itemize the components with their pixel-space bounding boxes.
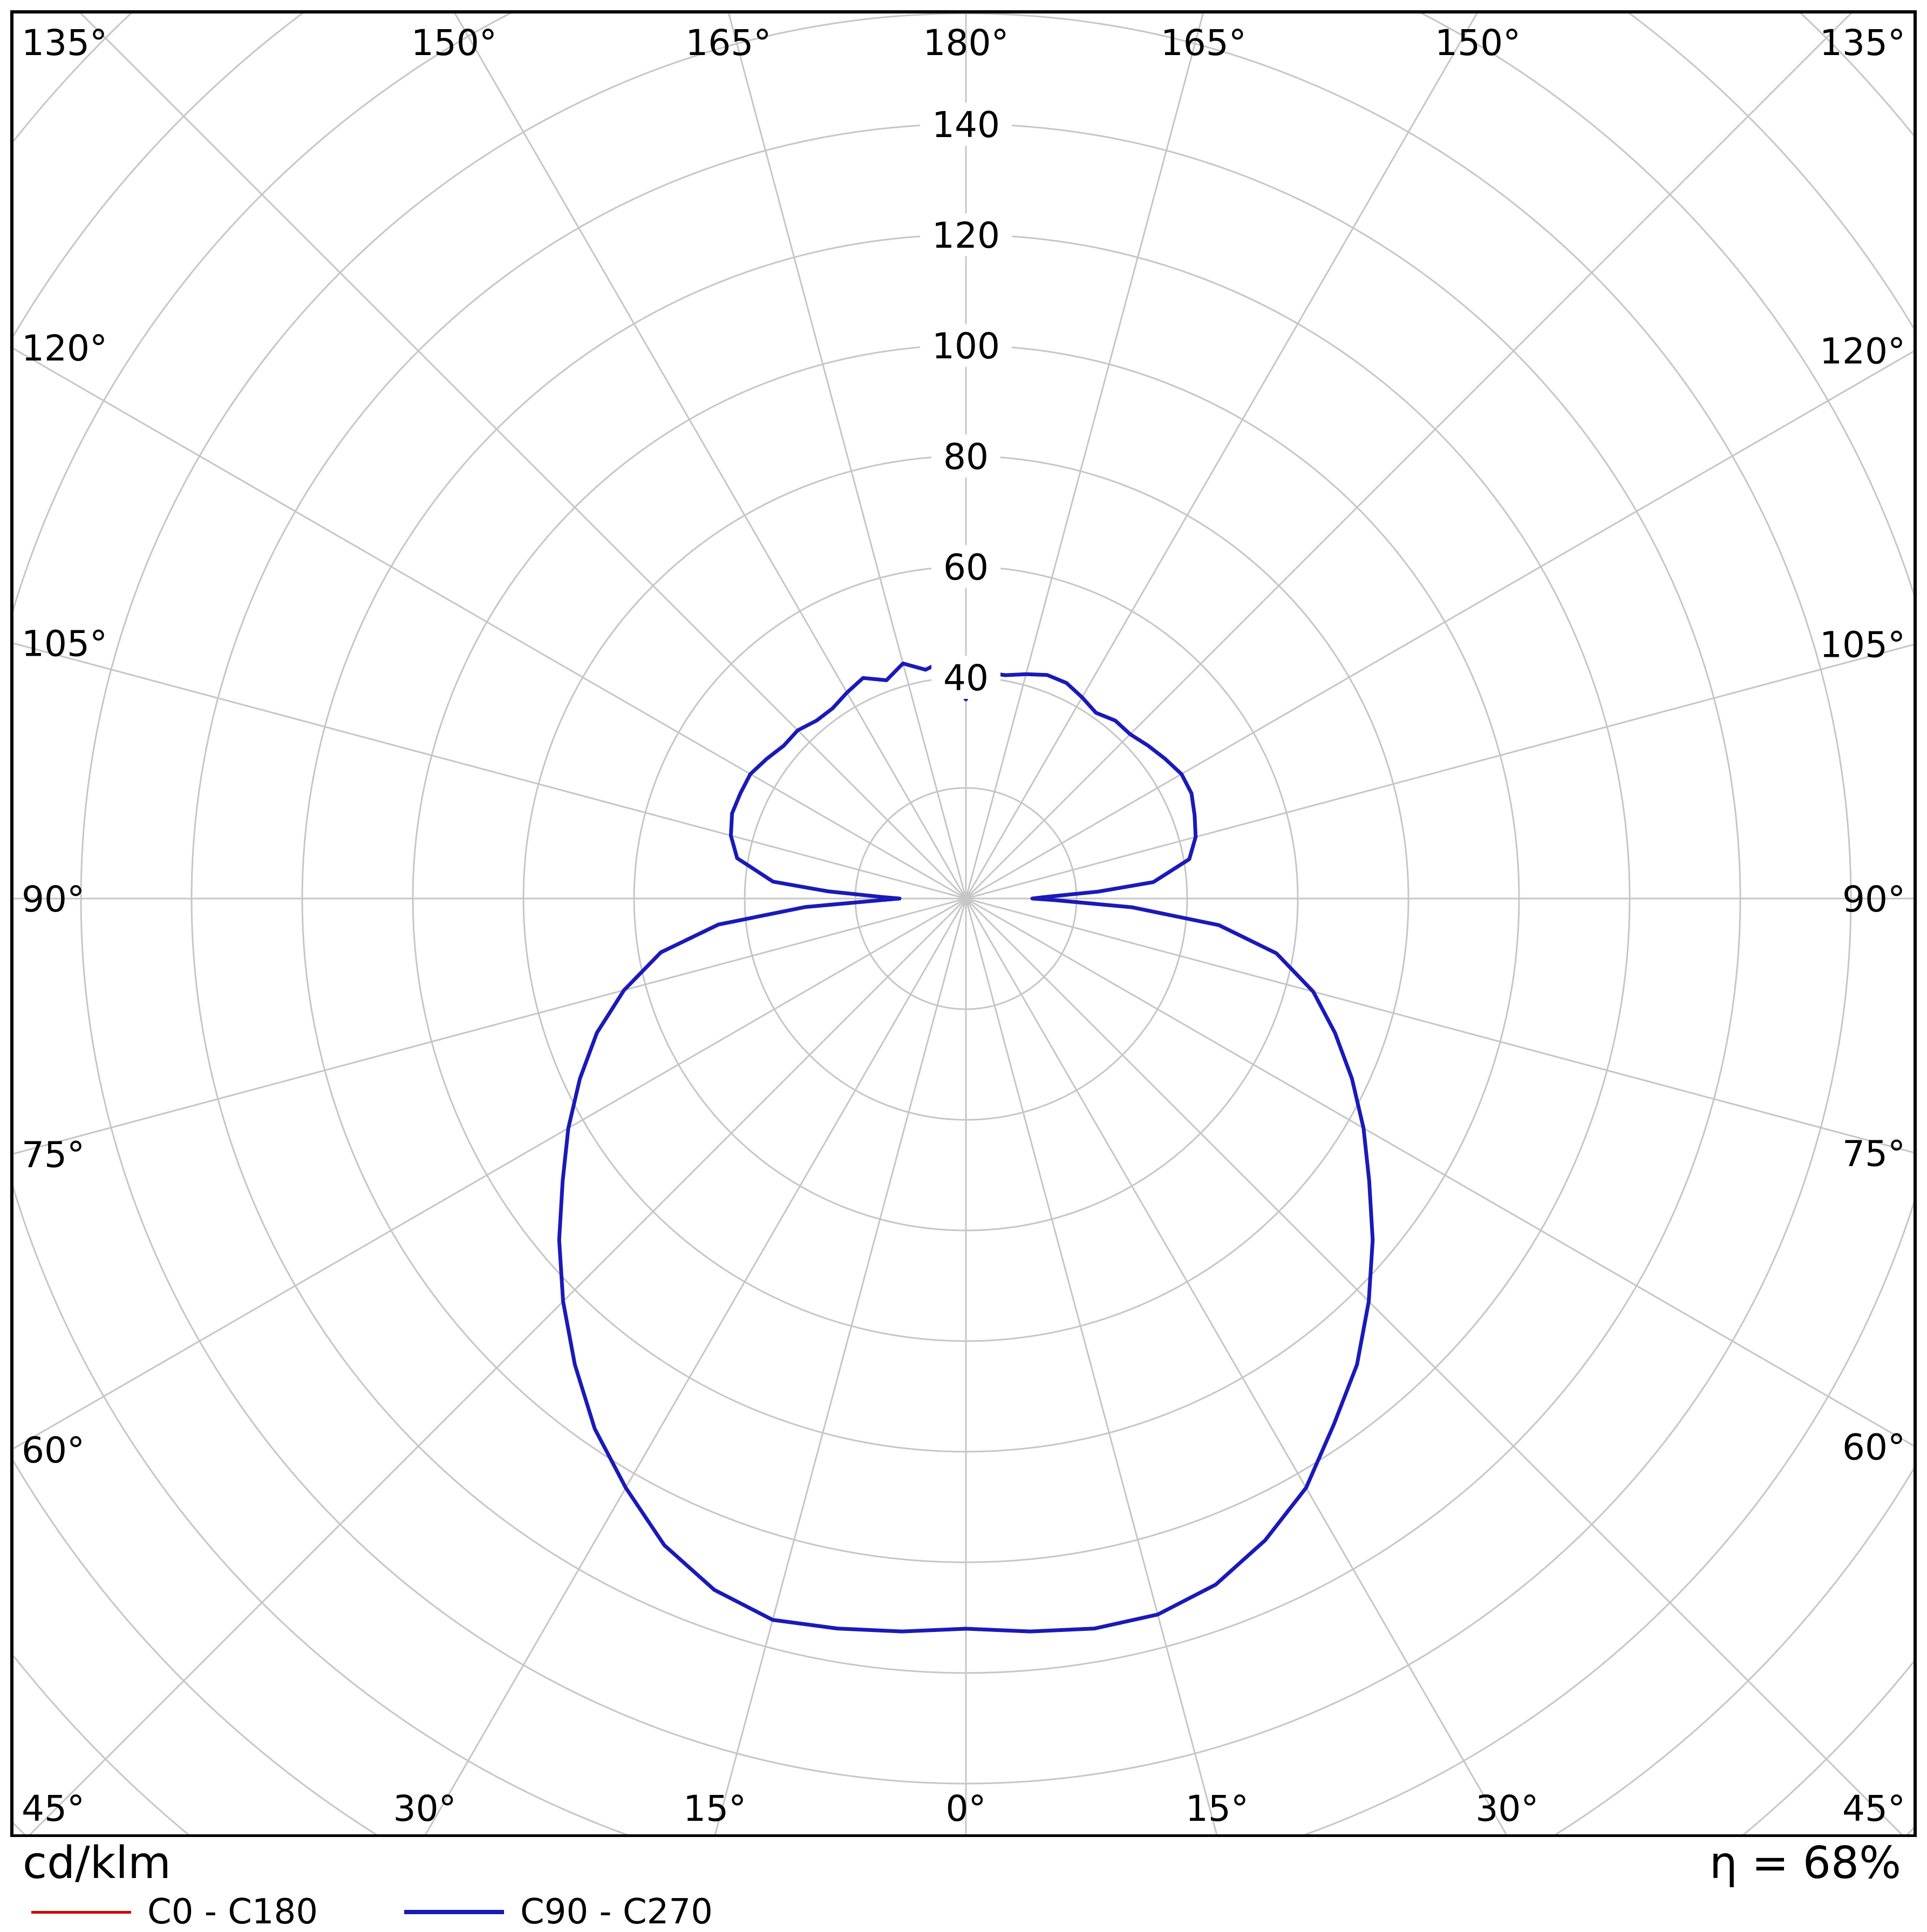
angle-label: 150° — [411, 22, 497, 64]
angle-label: 120° — [22, 328, 107, 369]
grid-spoke — [12, 642, 966, 900]
polar-grid — [12, 12, 1915, 1836]
ring-label: 100 — [932, 325, 1000, 367]
legend-label-c90-c270: C90 - C270 — [520, 1892, 713, 1932]
efficiency-label: η = 68% — [1709, 1838, 1901, 1889]
grid-spoke — [965, 897, 1915, 1448]
angle-labels: 0° 15° 15° 30° 30° 45° 45° 60° 60° 75° 75° 90° 90° 10… — [22, 22, 1905, 1829]
ring-label: 140 — [932, 104, 1000, 146]
legend-item-c0-c180: C0 - C180 — [31, 1892, 318, 1932]
angle-label: 180° — [923, 22, 1009, 64]
unit-label: cd/klm — [23, 1838, 171, 1889]
ring-label: 80 — [943, 436, 989, 478]
angle-label: 90° — [22, 879, 85, 920]
legend-label-c0-c180: C0 - C180 — [147, 1892, 318, 1932]
angle-label: 135° — [22, 22, 107, 64]
grid-spoke — [965, 349, 1915, 900]
ring-label: 120 — [932, 215, 1000, 256]
grid-spoke — [965, 898, 1508, 1836]
grid-spoke — [965, 897, 1905, 1836]
ring-label-bg — [920, 324, 1012, 367]
ring-label: 40 — [943, 657, 989, 699]
angle-label: 120° — [1820, 330, 1905, 372]
angle-label: 75° — [1842, 1133, 1905, 1174]
grid-spoke — [424, 898, 967, 1836]
footer: cd/klm η = 68% C0 - C180 C90 - C270 — [0, 1837, 1927, 1932]
ring-label-bg — [920, 103, 1012, 146]
angle-label: 75° — [22, 1134, 85, 1176]
grid-spoke — [12, 346, 966, 900]
angle-label: 15° — [1186, 1788, 1249, 1829]
angle-label: 165° — [1161, 22, 1247, 64]
ring-label: 60 — [943, 547, 989, 588]
grid-ring — [12, 12, 1915, 1836]
angle-label: 60° — [1842, 1427, 1905, 1468]
ring-label-bg — [931, 434, 1000, 478]
grid-spoke — [965, 12, 1204, 899]
angle-label: 0° — [946, 1788, 986, 1829]
angle-label: 150° — [1435, 22, 1521, 64]
angle-label: 15° — [683, 1788, 746, 1829]
angle-label: 90° — [1842, 879, 1905, 920]
ring-label-bg — [931, 545, 1000, 588]
grid-ring — [12, 12, 1915, 1836]
grid-spoke — [78, 12, 967, 900]
grid-spoke — [727, 12, 967, 899]
grid-spoke — [453, 12, 967, 899]
legend: C0 - C180 C90 - C270 — [31, 1892, 799, 1932]
grid-spoke — [714, 898, 967, 1836]
angle-label: 105° — [22, 623, 107, 664]
angle-label: 135° — [1820, 22, 1905, 64]
grid-spoke — [27, 897, 967, 1836]
angle-label: 60° — [22, 1430, 85, 1471]
grid-spoke — [965, 12, 1854, 900]
legend-swatch-c90-c270-line — [404, 1910, 505, 1914]
ring-label-bg — [931, 656, 1000, 699]
angle-label: 30° — [393, 1788, 457, 1829]
angle-label: 45° — [22, 1788, 85, 1829]
legend-swatch-c0-c180-line — [31, 1910, 131, 1914]
ring-labels: 40 60 80 100 120 140 — [920, 103, 1012, 699]
grid-spoke — [12, 897, 966, 1451]
grid-spoke — [12, 897, 966, 1155]
grid-spoke — [965, 643, 1915, 900]
legend-item-c90-c270: C90 - C270 — [404, 1892, 713, 1932]
angle-label: 165° — [685, 22, 771, 64]
grid-ring — [12, 1820, 1915, 1836]
grid-spoke — [965, 12, 1479, 899]
polar-diagram: 40 60 80 100 120 140 0° 15° 15° 30° 30° 45° 45° 60° 60… — [10, 10, 1917, 1837]
grid-spoke — [965, 898, 1218, 1836]
angle-label: 45° — [1842, 1788, 1905, 1829]
angle-label: 30° — [1475, 1788, 1538, 1829]
angle-label: 105° — [1820, 624, 1905, 666]
grid-spoke — [965, 897, 1915, 1154]
ring-label-bg — [920, 213, 1012, 256]
curve-c90-c270 — [557, 660, 1375, 1634]
grid-ring — [12, 12, 1915, 1836]
chart-frame — [10, 10, 1917, 1837]
